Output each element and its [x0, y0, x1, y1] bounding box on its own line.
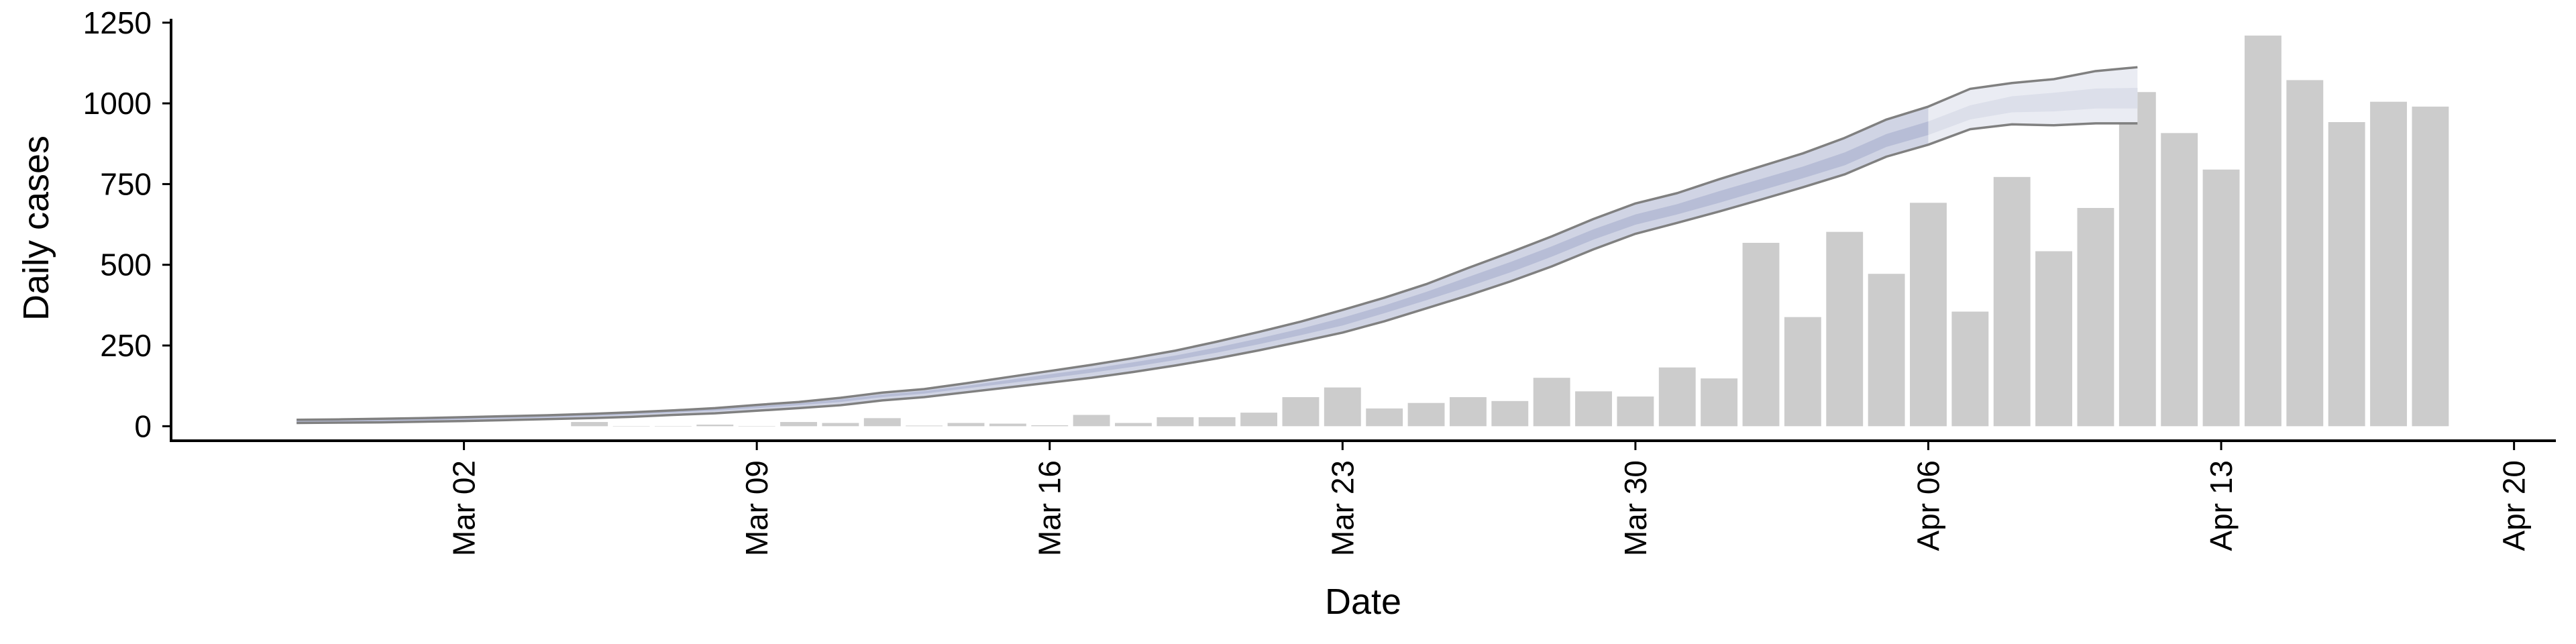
- case-bar: [863, 418, 901, 427]
- case-bar: [1533, 378, 1570, 427]
- axes-layer: [170, 19, 2556, 442]
- y-tick-label: 1000: [83, 86, 152, 121]
- case-bar: [1658, 367, 1696, 427]
- y-tick-label: 500: [100, 248, 152, 282]
- case-bar: [2202, 169, 2240, 427]
- x-tick-label: Mar 30: [1618, 460, 1653, 556]
- case-bar: [1407, 402, 1445, 427]
- y-ticks: 0 250 500 750 1000 1250: [83, 5, 171, 443]
- case-bar: [1157, 417, 1194, 427]
- case-bar: [1701, 378, 1738, 427]
- case-bar: [1240, 413, 1278, 427]
- x-tick-label: Apr 13: [2204, 460, 2239, 551]
- y-tick-label: 0: [134, 409, 152, 443]
- case-bar: [1742, 242, 1780, 427]
- case-bar: [1073, 415, 1110, 427]
- case-bar: [2035, 251, 2073, 427]
- case-bar: [1868, 274, 1905, 427]
- y-tick-label: 750: [100, 166, 152, 201]
- case-bar: [1910, 203, 1947, 427]
- case-bar: [738, 426, 775, 427]
- case-bar: [2077, 208, 2114, 427]
- bars-layer: [571, 36, 2449, 427]
- case-bar: [1324, 387, 1361, 427]
- case-bar: [2118, 92, 2156, 427]
- case-bar: [1826, 231, 1864, 427]
- case-bar: [1031, 425, 1069, 427]
- case-bar: [2244, 36, 2282, 427]
- case-bar: [571, 422, 608, 427]
- x-ticks: Mar 02 Mar 09 Mar 16 Mar 23 Mar 30 Apr 06 Apr …: [447, 441, 2532, 556]
- case-bar: [989, 423, 1026, 427]
- y-tick-label: 1250: [83, 5, 152, 40]
- case-bar: [1784, 317, 1821, 427]
- band-inner-forecast: [1928, 87, 2138, 136]
- case-bar: [1575, 391, 1612, 427]
- case-bar: [2328, 122, 2365, 427]
- x-tick-label: Mar 02: [447, 460, 482, 556]
- x-axis-title: Date: [1325, 582, 1401, 622]
- case-bar: [2370, 101, 2407, 427]
- case-bar: [1491, 400, 1529, 427]
- case-bar: [696, 424, 734, 427]
- case-bar: [1449, 397, 1487, 427]
- band-upper-edge: [297, 66, 2138, 421]
- case-bar: [612, 426, 650, 427]
- case-bar: [1993, 176, 2031, 427]
- case-bar: [1366, 408, 1403, 427]
- band-lower-edge: [297, 122, 2138, 425]
- case-bar: [1617, 396, 1654, 427]
- case-bar: [2412, 106, 2449, 427]
- case-bar: [1198, 417, 1236, 427]
- case-bar: [654, 426, 692, 427]
- case-bar: [2286, 80, 2324, 427]
- x-tick-label: Mar 16: [1032, 460, 1067, 556]
- y-tick-label: 250: [100, 328, 152, 363]
- case-bar: [2161, 133, 2198, 427]
- case-bar: [1115, 423, 1152, 427]
- x-tick-label: Apr 20: [2497, 460, 2532, 551]
- x-tick-label: Apr 06: [1911, 460, 1945, 551]
- case-bar: [1282, 397, 1320, 427]
- case-bar: [822, 423, 859, 427]
- x-tick-label: Mar 09: [739, 460, 774, 556]
- case-bar: [780, 422, 817, 427]
- case-bar: [947, 423, 985, 427]
- case-bar: [1951, 311, 1989, 427]
- case-bar: [906, 425, 943, 427]
- model-band-layer: [297, 66, 2138, 425]
- x-tick-label: Mar 23: [1325, 460, 1360, 556]
- y-axis-title: Daily cases: [16, 136, 56, 321]
